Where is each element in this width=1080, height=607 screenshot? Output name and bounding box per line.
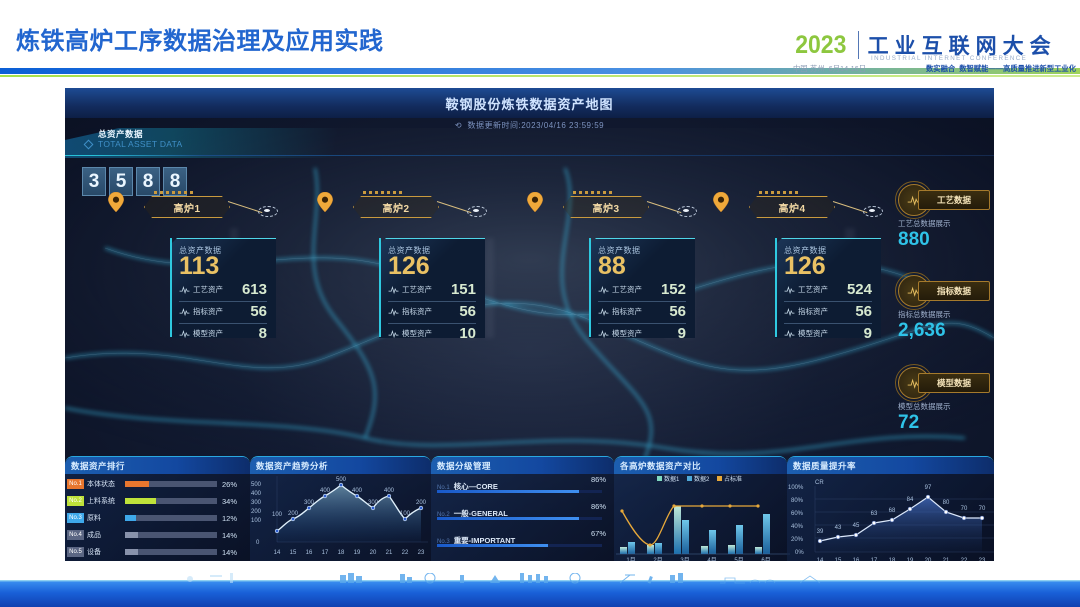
svg-text:4月: 4月 <box>707 557 716 561</box>
svg-text:500: 500 <box>251 482 262 488</box>
svg-text:400: 400 <box>384 488 395 494</box>
svg-text:200: 200 <box>251 509 262 515</box>
svg-text:18: 18 <box>338 550 345 556</box>
svg-text:20: 20 <box>370 550 377 556</box>
svg-text:22: 22 <box>402 550 409 556</box>
svg-text:3月: 3月 <box>680 557 689 561</box>
svg-text:占标准: 占标准 <box>724 475 742 483</box>
svg-text:40%: 40% <box>791 524 804 530</box>
svg-text:15: 15 <box>290 550 297 556</box>
svg-text:14: 14 <box>817 558 824 561</box>
svg-text:80: 80 <box>943 500 950 506</box>
svg-text:19: 19 <box>907 558 914 561</box>
svg-text:16: 16 <box>306 550 313 556</box>
svg-text:0: 0 <box>256 540 260 546</box>
svg-text:63: 63 <box>871 511 878 517</box>
svg-text:19: 19 <box>354 550 361 556</box>
svg-text:17: 17 <box>322 550 329 556</box>
svg-text:22: 22 <box>961 558 968 561</box>
svg-text:15: 15 <box>835 558 842 561</box>
svg-text:400: 400 <box>320 488 331 494</box>
svg-text:数据2: 数据2 <box>694 475 710 483</box>
svg-text:21: 21 <box>943 558 950 561</box>
svg-text:400: 400 <box>251 491 262 497</box>
svg-text:14: 14 <box>274 550 281 556</box>
svg-text:300: 300 <box>251 500 262 506</box>
svg-text:70: 70 <box>961 506 968 512</box>
svg-text:300: 300 <box>368 500 379 506</box>
svg-text:100: 100 <box>272 512 283 518</box>
svg-text:45: 45 <box>853 523 860 529</box>
svg-text:23: 23 <box>418 550 425 556</box>
svg-text:17: 17 <box>871 558 878 561</box>
svg-text:23: 23 <box>979 558 986 561</box>
svg-text:100: 100 <box>251 518 262 524</box>
svg-text:39: 39 <box>817 529 824 535</box>
svg-text:97: 97 <box>925 485 932 491</box>
svg-text:21: 21 <box>386 550 393 556</box>
svg-text:18: 18 <box>889 558 896 561</box>
svg-text:500: 500 <box>336 477 347 483</box>
svg-text:400: 400 <box>352 488 363 494</box>
svg-text:68: 68 <box>889 508 896 514</box>
svg-text:20%: 20% <box>791 537 804 543</box>
svg-text:200: 200 <box>288 511 299 517</box>
svg-text:20: 20 <box>925 558 932 561</box>
svg-text:5月: 5月 <box>734 557 743 561</box>
svg-text:0%: 0% <box>795 550 804 556</box>
svg-text:100%: 100% <box>788 485 804 491</box>
svg-text:60%: 60% <box>791 511 804 517</box>
svg-text:100: 100 <box>400 511 411 517</box>
svg-text:数据1: 数据1 <box>664 475 680 483</box>
svg-text:70: 70 <box>979 506 986 512</box>
svg-text:43: 43 <box>835 525 842 531</box>
svg-text:84: 84 <box>907 497 914 503</box>
svg-text:6月: 6月 <box>761 557 770 561</box>
svg-text:200: 200 <box>416 500 427 506</box>
svg-text:80%: 80% <box>791 498 804 504</box>
svg-text:300: 300 <box>304 500 315 506</box>
svg-text:1月: 1月 <box>626 557 635 561</box>
svg-text:16: 16 <box>853 558 860 561</box>
svg-text:2月: 2月 <box>653 557 662 561</box>
svg-text:CR: CR <box>815 480 824 486</box>
